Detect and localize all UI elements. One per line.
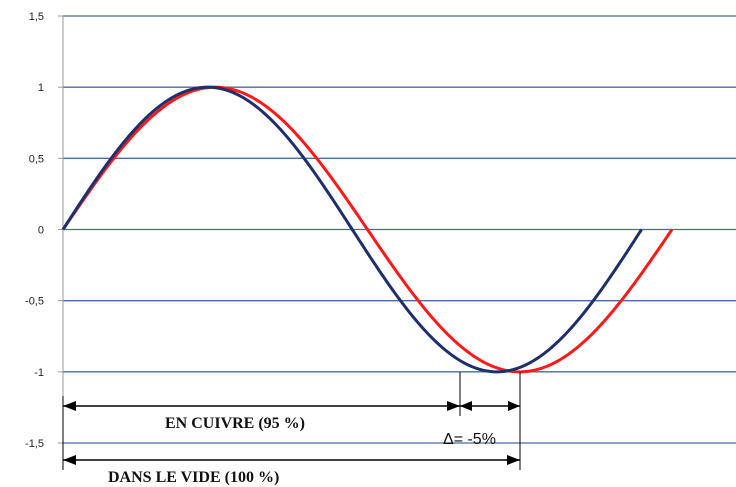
vacuum-arrow-head-right [507,455,520,465]
series-lines [61,85,674,374]
y-tick-label: -1,5 [25,438,44,450]
red-wave-line [61,85,674,374]
y-tick-label: 0 [38,225,44,237]
y-tick-label: -0,5 [25,296,44,308]
delta-arrow-head-right [508,401,520,411]
vacuum-label: DANS LE VIDE (100 %) [108,469,279,486]
y-tick-label: 0,5 [29,153,44,165]
copper-arrow-head-left [63,401,76,411]
y-tick-label: -1 [34,367,44,379]
vacuum-arrow-head-left [63,455,76,465]
gridlines [63,15,736,444]
y-axis [58,15,64,448]
y-tick-label: 1 [38,82,44,94]
delta-arrow-head-left [460,401,472,411]
annotations: EN CUIVRE (95 %) Δ= -5% DANS LE VIDE (10… [62,372,521,486]
copper-label: EN CUIVRE (95 %) [165,415,305,432]
blue-wave-line [61,85,643,374]
y-tick-labels: 1,5 1 0,5 0 -0,5 -1 -1,5 [25,11,44,450]
copper-arrow-head-right [447,401,460,411]
y-tick-label: 1,5 [29,11,44,23]
delta-label: Δ= -5% [443,431,496,448]
